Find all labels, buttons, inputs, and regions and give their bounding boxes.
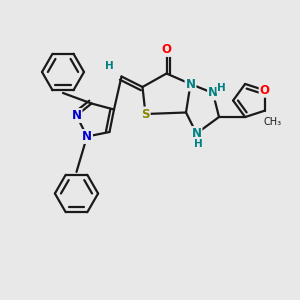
Text: N: N [82, 130, 92, 143]
Text: N: N [208, 86, 218, 100]
Text: N: N [185, 77, 196, 91]
Text: H: H [217, 82, 226, 93]
Text: H: H [194, 139, 202, 149]
Text: N: N [71, 109, 82, 122]
Text: S: S [141, 107, 150, 121]
Text: N: N [191, 127, 202, 140]
Text: CH₃: CH₃ [263, 117, 281, 127]
Text: O: O [161, 43, 172, 56]
Text: H: H [105, 61, 114, 71]
Text: O: O [260, 84, 270, 97]
